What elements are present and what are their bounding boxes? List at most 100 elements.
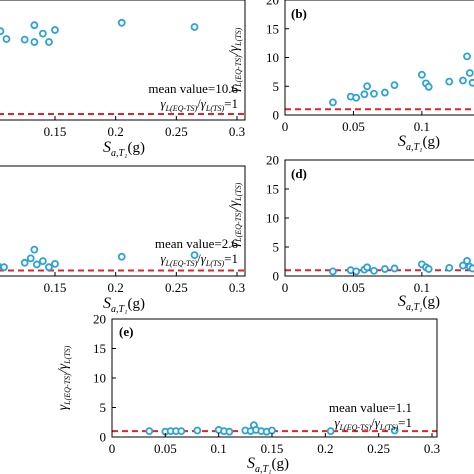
panel-b-point-5 — [370, 89, 378, 98]
panel-a-point-13 — [190, 23, 199, 31]
panel-e-y-tick-label-1: 5 — [100, 400, 107, 415]
panel-d-label: (d) — [291, 166, 307, 181]
panel-b-y-axis-label: γL(EQ-TS)/γL(TS) — [227, 27, 243, 92]
panel-d-x-tick-label-2: 0.1 — [414, 280, 430, 295]
panel-e-point-5 — [193, 426, 202, 435]
panel-b-point-3 — [360, 90, 369, 99]
panel-c-points — [0, 245, 199, 272]
panel-e-x-tick-label-2: 0.1 — [211, 441, 227, 456]
panel-a-points — [0, 18, 199, 46]
panel-d-point-13 — [463, 257, 471, 265]
panel-d-y-tick-label-4: 20 — [266, 153, 279, 168]
panel-d-point-10 — [424, 265, 433, 273]
panel-c-ratio-annotation: γL(EQ-TS)/γL(TS)=1 — [160, 251, 238, 268]
panel-d-y-tick-label-2: 10 — [266, 211, 279, 226]
panel-b-point-4 — [363, 82, 372, 91]
panel-e-point-0 — [145, 427, 154, 436]
panel-b-point-8 — [417, 70, 426, 79]
panel-e-y-axis-label: γL(EQ-TS)/γL(TS) — [56, 345, 72, 410]
panel-c-x-tick-label-4: 0.3 — [229, 280, 245, 295]
panel-c-x-axis-title: Sa,T₁(g) — [103, 295, 145, 315]
panel-c-point-4 — [26, 254, 35, 263]
panel-a-point-11 — [51, 26, 59, 34]
panel-a-point-8 — [30, 21, 39, 30]
panel-b-y-tick-label-0: 0 — [273, 108, 280, 123]
panel-e-ratio-annotation: γL(EQ-TS)/γL(TS)=1 — [334, 415, 412, 432]
panel-d: 0 0.05 0.1 0 5 10 15 20 (d) Sa,T₁(g) — [266, 153, 474, 313]
panel-e-y-tick-label-3: 15 — [93, 341, 106, 356]
panel-d-point-4 — [363, 263, 372, 272]
panel-e: 0 0.05 0.1 0.15 0.2 0.25 0.3 0 5 10 15 20 (e) mean va… — [93, 312, 440, 474]
panel-e-point-8 — [225, 427, 234, 436]
panel-c-point-11 — [190, 251, 199, 260]
panel-d-y-tick-label-0: 0 — [273, 269, 280, 284]
panel-b-point-11 — [445, 77, 454, 86]
panel-b-point-15 — [468, 78, 474, 87]
panel-d-point-5 — [370, 266, 378, 275]
panel-b-x-tick-label-1: 0.05 — [342, 119, 365, 134]
panel-e-x-tick-label-0: 0 — [109, 441, 116, 456]
panel-b-y-tick-label-2: 10 — [266, 50, 279, 65]
panel-d-y-axis-label: γL(EQ-TS)/γL(TS) — [227, 182, 243, 247]
panel-d-points — [329, 257, 474, 276]
panel-d-point-11 — [445, 263, 454, 272]
panel-d-point-12 — [459, 261, 467, 270]
panel-b-x-axis-title: Sa,T₁(g) — [398, 133, 440, 153]
panel-a: 0.15 0.2 0.25 0.3 mean value=10.6γL(EQ-TS)/γ… — [0, 0, 246, 159]
panel-c-point-8 — [45, 263, 53, 272]
panel-b-y-tick-label-1: 5 — [273, 79, 280, 94]
panel-c-point-3 — [20, 258, 29, 267]
panel-c-x-tick-label-2: 0.2 — [108, 280, 124, 295]
panel-d-point-15 — [468, 264, 474, 273]
panel-e-point-17 — [390, 426, 399, 435]
panel-d-point-7 — [390, 264, 399, 273]
panel-a-point-12 — [117, 18, 126, 27]
panel-b-label: (b) — [291, 6, 307, 21]
panel-e-y-tick-label-0: 0 — [100, 430, 107, 445]
panel-b-point-10 — [424, 82, 433, 91]
panel-c-x-tick-label-3: 0.25 — [165, 280, 188, 295]
panel-d-x-axis-title: Sa,T₁(g) — [398, 293, 440, 313]
panel-e-label: (e) — [119, 324, 133, 339]
panel-a-x-tick-label-3: 0.25 — [165, 124, 188, 139]
panel-a-point-5 — [20, 35, 29, 44]
panel-d-y-tick-label-1: 5 — [273, 240, 280, 255]
panel-e-x-axis-title: Sa,T₁(g) — [247, 455, 289, 474]
panel-d-y-axis-title: γL(EQ-TS)/γL(TS) — [227, 182, 243, 247]
panel-a-x-tick-label-2: 0.2 — [108, 124, 124, 139]
panel-a-point-10 — [45, 38, 53, 46]
panel-a-point-2 — [0, 27, 5, 36]
panel-e-point-15 — [268, 426, 276, 435]
panel-d-point-2 — [352, 267, 361, 276]
panel-a-frame — [0, 0, 246, 121]
panel-b-point-14 — [465, 69, 474, 77]
panel-d-x-tick-label-1: 0.05 — [342, 280, 365, 295]
panel-e-x-tick-label-3: 0.15 — [261, 441, 284, 456]
panel-c-frame — [0, 165, 246, 277]
panel-e-x-tick-label-1: 0.05 — [154, 441, 177, 456]
panel-d-x-tick-label-0: 0 — [282, 280, 289, 295]
panel-e-point-16 — [326, 427, 335, 436]
panel-c-point-7 — [38, 257, 47, 266]
panel-b-point-0 — [329, 98, 337, 107]
panel-d-point-6 — [381, 265, 389, 273]
panel-b-point-12 — [459, 76, 467, 85]
panel-e-point-4 — [177, 427, 186, 436]
panel-c-mean-annotation: mean value=2.6 — [155, 236, 239, 251]
panel-b-y-tick-label-3: 15 — [266, 21, 279, 36]
panel-b-point-2 — [352, 93, 361, 102]
panel-a-x-tick-label-4: 0.3 — [229, 124, 245, 139]
panel-d-point-0 — [329, 267, 337, 276]
panel-b-y-tick-label-4: 20 — [266, 0, 279, 8]
panel-e-mean-annotation: mean value=1.1 — [329, 400, 412, 415]
panel-a-ratio-annotation: γL(EQ-TS)/γL(TS)=1 — [160, 96, 238, 113]
panel-b-frame — [284, 0, 474, 116]
panel-a-mean-annotation: mean value=10.6 — [148, 81, 238, 96]
panel-a-point-6 — [30, 38, 39, 46]
panel-b: 0 0.05 0.1 0 5 10 15 20 (b) Sa,T₁(g) — [266, 0, 474, 153]
panel-a-point-9 — [38, 29, 47, 38]
panel-c-point-6 — [32, 260, 41, 269]
panel-b-x-tick-label-2: 0.1 — [414, 119, 430, 134]
panel-e-x-tick-label-6: 0.3 — [424, 441, 440, 456]
